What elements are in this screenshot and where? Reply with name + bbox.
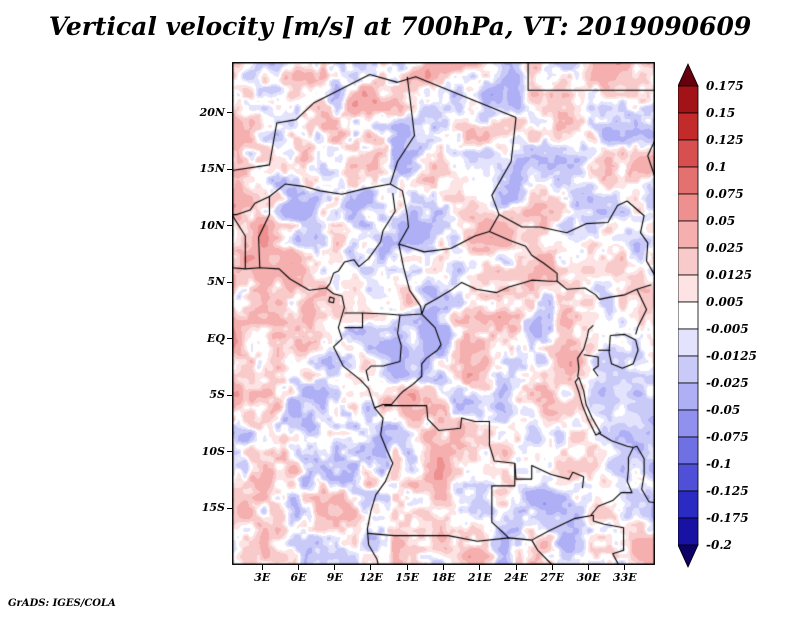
x-axis-tick bbox=[370, 565, 372, 570]
y-tick-label: 20N bbox=[199, 105, 225, 119]
y-axis-tick bbox=[227, 112, 232, 114]
x-tick-label: 18E bbox=[431, 571, 456, 584]
colorbar-label: -0.005 bbox=[706, 322, 749, 336]
colorbar-label: 0.075 bbox=[706, 187, 744, 201]
colorbar-label: 0.175 bbox=[706, 79, 744, 93]
x-tick-label: 27E bbox=[540, 571, 565, 584]
colorbar-box bbox=[678, 517, 699, 546]
colorbar-box bbox=[678, 490, 699, 519]
x-axis-tick bbox=[624, 565, 626, 570]
vertical-velocity-field-map bbox=[232, 62, 655, 565]
colorbar-box bbox=[678, 247, 699, 276]
colorbar-label: -0.175 bbox=[706, 511, 749, 525]
y-axis-tick bbox=[227, 451, 232, 453]
y-tick-label: EQ bbox=[207, 331, 225, 345]
colorbar-arrow-bottom bbox=[678, 544, 699, 568]
y-tick-label: 5S bbox=[209, 388, 225, 402]
x-axis-tick bbox=[588, 565, 590, 570]
colorbar-box bbox=[678, 328, 699, 357]
colorbar-box bbox=[678, 382, 699, 411]
colorbar-label: 0.05 bbox=[706, 214, 736, 228]
colorbar-label: -0.025 bbox=[706, 376, 749, 390]
colorbar-label: -0.075 bbox=[706, 430, 749, 444]
x-tick-label: 24E bbox=[504, 571, 528, 584]
x-tick-label: 3E bbox=[254, 571, 271, 584]
colorbar-label: -0.125 bbox=[706, 484, 749, 498]
y-axis-tick bbox=[227, 225, 232, 227]
y-tick-label: 10N bbox=[199, 218, 225, 232]
y-axis-tick bbox=[227, 507, 232, 509]
x-tick-label: 15E bbox=[395, 571, 420, 584]
colorbar-label: -0.0125 bbox=[706, 349, 757, 363]
colorbar-label: -0.05 bbox=[706, 403, 741, 417]
colorbar-box bbox=[678, 463, 699, 492]
x-tick-label: 12E bbox=[359, 571, 383, 584]
y-axis-tick bbox=[227, 338, 232, 340]
colorbar-box bbox=[678, 166, 699, 195]
x-axis-tick bbox=[297, 565, 299, 570]
colorbar-box bbox=[678, 409, 699, 438]
x-axis-tick bbox=[334, 565, 336, 570]
y-tick-label: 5N bbox=[207, 275, 225, 289]
colorbar-label: -0.2 bbox=[706, 538, 732, 552]
colorbar-label: -0.1 bbox=[706, 457, 732, 471]
colorbar-box bbox=[678, 220, 699, 249]
colorbar-arrow-top bbox=[678, 63, 699, 87]
y-tick-label: 10S bbox=[201, 444, 225, 458]
colorbar-label: 0.025 bbox=[706, 241, 744, 255]
y-axis-tick bbox=[227, 394, 232, 396]
colorbar-label: 0.005 bbox=[706, 295, 744, 309]
y-tick-label: 15N bbox=[199, 162, 225, 176]
x-axis-tick bbox=[261, 565, 263, 570]
colorbar-box bbox=[678, 274, 699, 303]
x-tick-label: 6E bbox=[290, 571, 307, 584]
y-tick-label: 15S bbox=[201, 501, 225, 515]
colorbar-bar bbox=[678, 63, 699, 568]
x-axis-tick bbox=[443, 565, 444, 570]
x-axis-tick bbox=[515, 565, 517, 570]
x-tick-label: 33E bbox=[612, 571, 637, 584]
x-tick-label: 30E bbox=[576, 571, 601, 584]
colorbar-box bbox=[678, 85, 699, 114]
y-axis-tick bbox=[227, 168, 232, 170]
colorbar-label: 0.0125 bbox=[706, 268, 752, 282]
colorbar-box bbox=[678, 139, 699, 168]
colorbar-box bbox=[678, 301, 699, 330]
x-axis-tick bbox=[406, 565, 408, 570]
x-tick-label: 9E bbox=[326, 571, 343, 584]
grads-credit: GrADS: IGES/COLA bbox=[8, 598, 116, 609]
colorbar-box bbox=[678, 193, 699, 222]
colorbar-box bbox=[678, 436, 699, 465]
x-tick-label: 21E bbox=[467, 571, 492, 584]
colorbar-label: 0.1 bbox=[706, 160, 727, 174]
colorbar-box bbox=[678, 112, 699, 141]
x-axis-tick bbox=[551, 565, 553, 570]
colorbar-label: 0.15 bbox=[706, 106, 736, 120]
y-axis-tick bbox=[227, 281, 232, 283]
colorbar-box bbox=[678, 355, 699, 384]
x-axis-tick bbox=[479, 565, 481, 570]
chart-title: Vertical velocity [m/s] at 700hPa, VT: 2… bbox=[48, 12, 752, 41]
colorbar-label: 0.125 bbox=[706, 133, 744, 147]
